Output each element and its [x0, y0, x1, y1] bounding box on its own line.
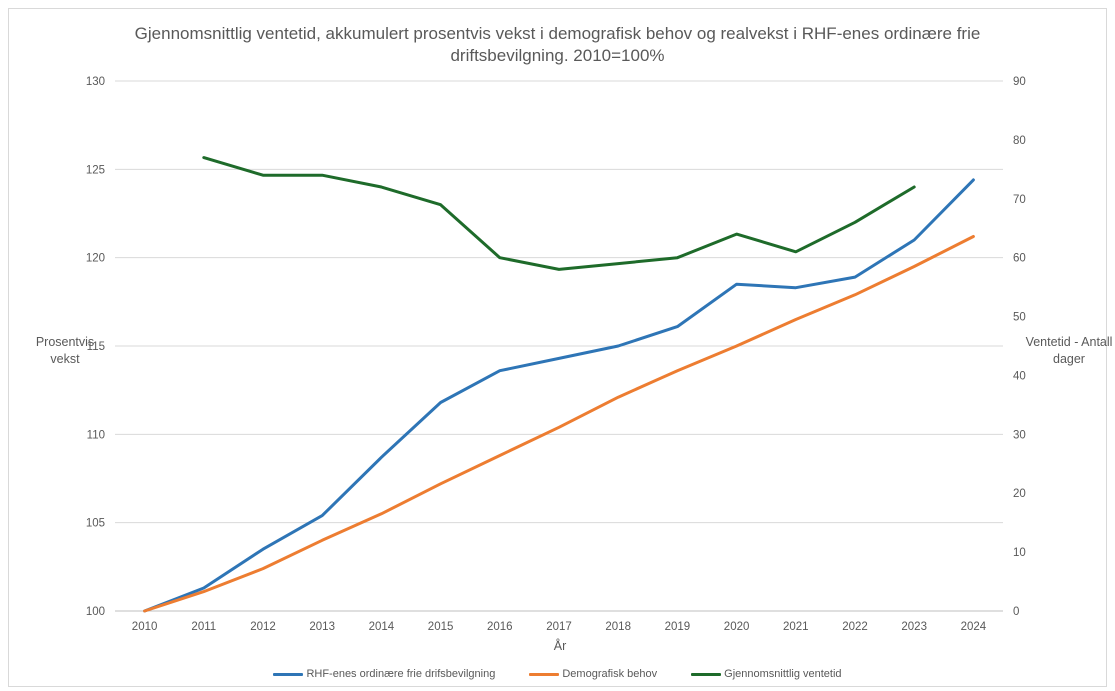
x-tick-label: 2018: [605, 621, 631, 633]
left-axis-title: Prosentvis vekst: [30, 334, 100, 368]
legend-item-ventetid: Gjennomsnittlig ventetid: [691, 668, 842, 680]
y-left-tick-label: 105: [86, 518, 105, 530]
legend-item-demografisk: Demografisk behov: [529, 668, 657, 680]
y-right-tick-label: 10: [1013, 547, 1026, 559]
legend-swatch-rhf: [273, 672, 304, 676]
y-right-tick-label: 0: [1013, 606, 1019, 618]
y-left-tick-label: 130: [86, 76, 105, 88]
y-right-tick-label: 20: [1013, 488, 1026, 500]
right-axis-title-line-1: Ventetid - Antall: [1025, 335, 1113, 349]
legend-label-ventetid: Gjennomsnittlig ventetid: [724, 668, 842, 680]
legend-swatch-ventetid: [691, 672, 722, 676]
x-axis-title: År: [553, 639, 567, 653]
series-line-0: [143, 178, 975, 613]
left-axis-title-line-1: Prosentvis: [35, 335, 95, 349]
legend-item-rhf: RHF-enes ordinære frie drifsbevilgning: [273, 668, 495, 680]
x-tick-label: 2024: [961, 621, 987, 633]
x-tick-label: 2016: [487, 621, 513, 633]
y-right-tick-label: 40: [1013, 370, 1026, 382]
x-tick-label: 2013: [309, 621, 335, 633]
x-tick-label: 2015: [428, 621, 454, 633]
legend-swatch-demografisk: [529, 672, 560, 676]
chart-legend: RHF-enes ordinære frie drifsbevilgning D…: [0, 668, 1115, 680]
y-left-tick-label: 120: [86, 253, 105, 265]
x-tick-label: 2017: [546, 621, 572, 633]
y-left-tick-label: 115: [87, 341, 105, 353]
left-axis-title-line-2: vekst: [50, 352, 80, 366]
x-tick-label: 2012: [250, 621, 276, 633]
chart-frame: [8, 8, 1107, 687]
legend-label-demografisk: Demografisk behov: [562, 668, 658, 680]
series-line-2: [202, 156, 916, 271]
y-left-tick-label: 110: [87, 429, 105, 441]
x-tick-label: 2011: [191, 621, 216, 633]
series-line-1: [143, 235, 975, 613]
right-axis-title: Ventetid - Antall dager: [1024, 334, 1114, 368]
y-right-tick-label: 30: [1013, 429, 1026, 441]
y-left-tick-label: 100: [86, 606, 105, 618]
x-tick-label: 2023: [901, 621, 927, 633]
y-right-tick-label: 60: [1013, 253, 1026, 265]
x-tick-label: 2022: [842, 621, 868, 633]
chart-title-line-2: driftsbevilgning. 2010=100%: [450, 46, 665, 65]
x-tick-label: 2020: [724, 621, 750, 633]
x-tick-label: 2021: [783, 621, 809, 633]
y-right-tick-label: 80: [1013, 135, 1026, 147]
right-axis-title-line-2: dager: [1053, 352, 1085, 366]
x-tick-label: 2010: [132, 621, 158, 633]
x-tick-label: 2014: [369, 621, 395, 633]
x-tick-label: 2019: [665, 621, 691, 633]
y-right-tick-label: 50: [1013, 312, 1026, 324]
y-right-tick-label: 90: [1013, 76, 1026, 88]
y-right-tick-label: 70: [1013, 194, 1026, 206]
chart-title-line-1: Gjennomsnittlig ventetid, akkumulert pro…: [134, 24, 981, 43]
y-left-tick-label: 125: [86, 164, 105, 176]
legend-label-rhf: RHF-enes ordinære frie drifsbevilgning: [306, 668, 496, 680]
